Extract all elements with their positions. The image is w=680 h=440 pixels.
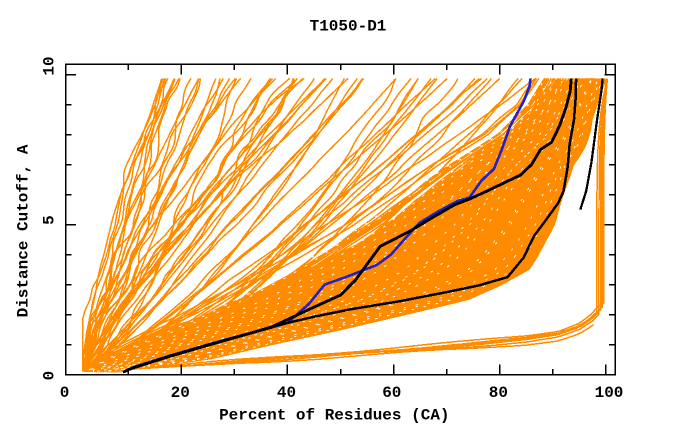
svg-text:40: 40 (277, 384, 296, 402)
svg-text:Distance Cutoff, A: Distance Cutoff, A (15, 144, 33, 317)
svg-text:0: 0 (60, 384, 70, 402)
svg-text:20: 20 (171, 384, 190, 402)
svg-text:0: 0 (41, 371, 59, 381)
svg-text:Percent of Residues (CA): Percent of Residues (CA) (219, 407, 449, 425)
svg-text:T1050-D1: T1050-D1 (310, 18, 387, 36)
svg-text:60: 60 (382, 384, 401, 402)
svg-text:100: 100 (595, 384, 624, 402)
svg-text:10: 10 (41, 56, 59, 75)
svg-text:5: 5 (41, 215, 59, 225)
svg-text:80: 80 (489, 384, 508, 402)
